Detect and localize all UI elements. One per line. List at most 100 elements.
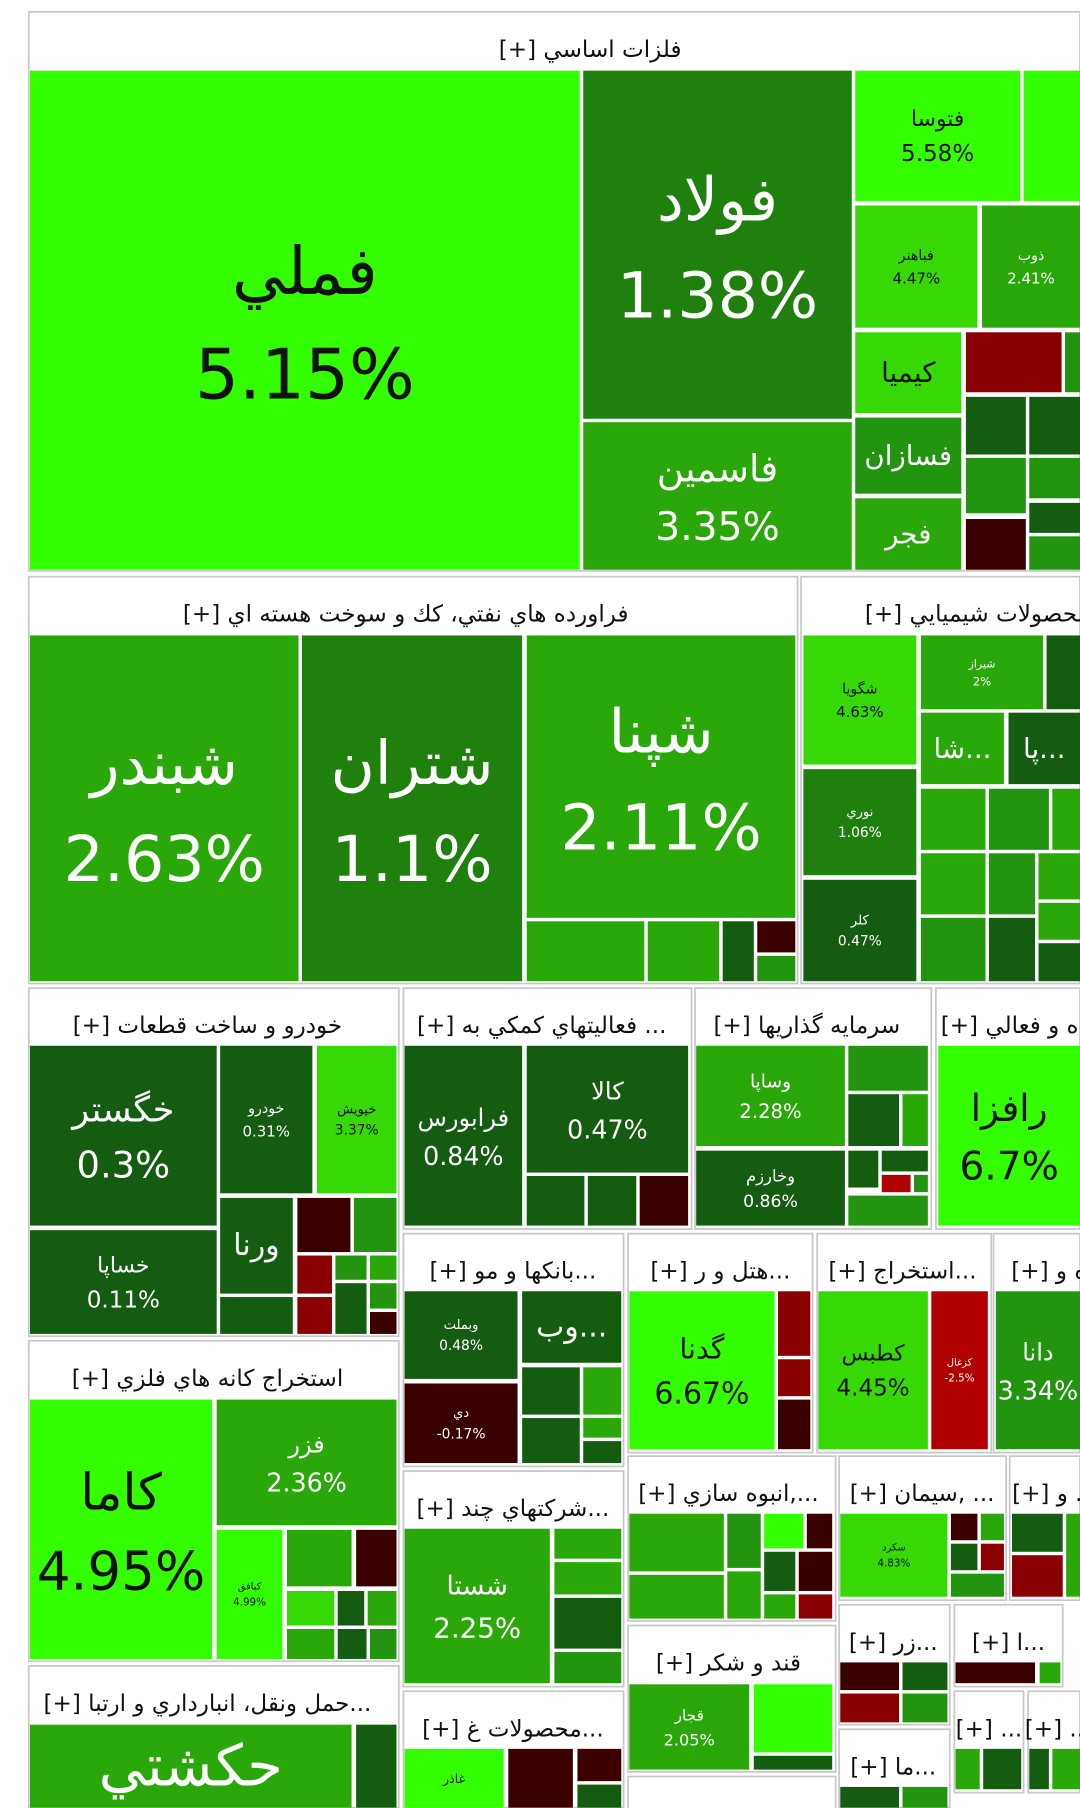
sector-title[interactable]: ...,انبوه سازي [+] [638,1481,819,1507]
sector-title[interactable]: خودرو و ساخت قطعات [+] [73,1013,342,1039]
tile [220,1297,293,1334]
tile[interactable] [1008,712,1080,785]
tile[interactable] [316,1045,397,1194]
tile[interactable] [855,417,962,494]
tile[interactable] [404,1748,504,1808]
sector-title[interactable]: ...محصولات غ [+] [422,1716,604,1742]
tile[interactable] [29,635,299,982]
tile [629,1574,724,1619]
tile[interactable] [216,1399,397,1526]
tile[interactable] [818,1291,928,1450]
tile[interactable] [938,1045,1080,1226]
tile-change: 3.37% [335,1123,379,1139]
tile[interactable] [29,1724,352,1808]
tile[interactable] [855,70,1021,201]
tile-name: فجر [883,518,931,551]
tile[interactable] [522,1291,622,1363]
tile-name: ذوب [1018,248,1045,264]
tile[interactable] [982,205,1080,328]
tile[interactable] [803,769,917,876]
tile [950,1543,978,1571]
tile[interactable] [803,879,917,982]
tile[interactable] [29,1399,213,1659]
tile-name: خساپا [97,1253,149,1278]
tile[interactable] [840,1513,948,1597]
sector-title[interactable]: ...حمل ونقل، انبارداري و ارتبا [+] [44,1691,372,1717]
tile [840,1786,900,1808]
tile-change: 0.31% [242,1123,290,1141]
sector-title[interactable]: سرمايه گذاريها [+] [713,1012,900,1039]
tile [753,1755,833,1770]
sector-title[interactable]: ...شركتهاي چند [+] [416,1496,609,1522]
tile-name: فرابورس [418,1104,510,1132]
sector-title[interactable]: محصولات شيميايي [+] [865,602,1080,628]
tile[interactable] [404,1383,518,1464]
tile [881,1174,911,1193]
tile[interactable] [855,332,962,413]
sector-title[interactable]: ... و [+] [1012,1481,1080,1507]
tile [1029,396,1080,455]
tile[interactable] [404,1045,523,1226]
tile[interactable] [629,1684,750,1770]
tile [577,1748,622,1782]
tile[interactable] [220,1197,293,1294]
tile[interactable] [404,1528,550,1684]
sector-title[interactable]: ... [+] [1025,1716,1080,1742]
sector-title[interactable]: ... ,سيمان [+] [850,1481,995,1507]
sector-title[interactable]: ه و فعالي [+] [941,1013,1079,1039]
sector-title[interactable]: استخراج كانه هاي فلزي [+] [72,1366,344,1392]
tile-name: فملي [232,234,378,310]
tile[interactable] [995,1291,1080,1450]
tile [965,396,1026,455]
tile-name: شيراز [968,658,996,671]
sector-title[interactable]: فلزات اساسي [+] [499,37,682,63]
tile-change: 4.45% [836,1376,909,1402]
sector-title[interactable]: ...بانكها و مو [+] [429,1259,596,1285]
tile[interactable] [931,1291,988,1450]
tile[interactable] [404,1291,518,1379]
sector-title[interactable]: ...استخراج [+] [828,1259,976,1285]
tile [920,853,986,915]
tile [778,1399,811,1450]
tile[interactable] [583,422,852,570]
tile [955,1662,1036,1684]
sector-title[interactable]: فراورده هاي نفتي، كك و سوخت هسته اي [+] [183,602,629,628]
tile[interactable] [526,1045,689,1173]
tile [881,1150,928,1172]
sector-title[interactable]: ... فعاليتهاي كمكي به [+] [417,1013,666,1039]
tile[interactable] [696,1045,845,1147]
tile[interactable] [301,635,523,982]
sector-title[interactable]: ...ا [+] [972,1630,1045,1656]
tile[interactable] [696,1150,845,1226]
tile [764,1594,796,1619]
tile[interactable] [220,1045,313,1194]
sector-title[interactable]: ... [+] [956,1716,1023,1742]
sector-title[interactable]: ...زر [+] [849,1630,938,1656]
tile[interactable] [526,635,796,918]
sector-title[interactable]: ...ما [+] [850,1754,936,1780]
tile[interactable] [920,712,1004,785]
tile[interactable] [855,205,978,328]
tile[interactable] [855,498,962,570]
tile [840,1662,900,1691]
tile [335,1255,367,1280]
tile [848,1045,928,1091]
sector-title[interactable]: قند و شكر [+] [656,1651,801,1677]
tile-name: غاذر [442,1771,466,1787]
tile[interactable] [629,1291,775,1450]
tile-name: كيميا [881,356,936,389]
tile[interactable] [29,1230,217,1334]
sector-box [627,1775,837,1808]
tile [297,1255,332,1294]
tile[interactable] [803,635,917,765]
sector-title[interactable]: ...هتل و ر [+] [650,1259,790,1285]
tile [848,1094,900,1147]
tile [583,1367,622,1415]
tile[interactable] [29,70,580,570]
sector-title[interactable]: ه و [+] [1011,1259,1080,1285]
tile[interactable] [29,1045,217,1226]
tile[interactable] [583,70,852,419]
tile[interactable] [920,635,1044,710]
tile[interactable] [216,1529,283,1659]
